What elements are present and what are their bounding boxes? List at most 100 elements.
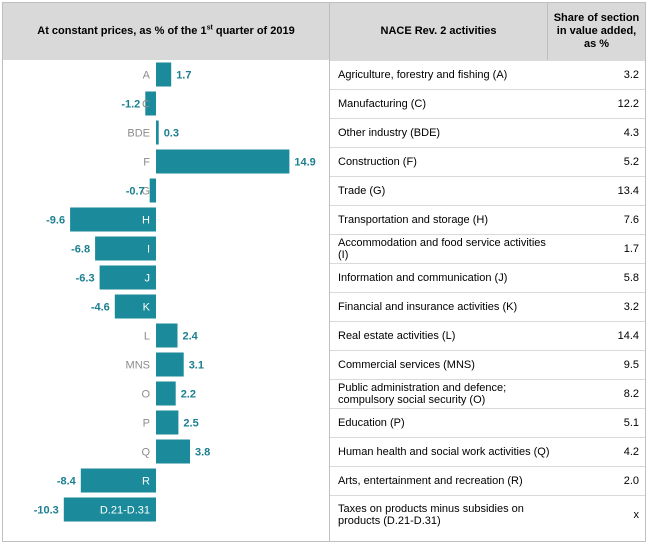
bar-F xyxy=(156,149,290,174)
activity-label: Real estate activities (L) xyxy=(338,330,456,342)
category-label: O xyxy=(141,389,150,401)
value-label: 14.9 xyxy=(294,157,315,169)
table-row: Construction (F) 5.2 xyxy=(330,147,645,176)
activity-label: Construction (F) xyxy=(338,156,417,168)
bar-P xyxy=(156,410,179,435)
header-title-suffix: quarter of 2019 xyxy=(212,25,295,37)
share-value: 2.0 xyxy=(623,475,639,487)
share-value: 8.2 xyxy=(623,388,639,400)
category-label: K xyxy=(143,302,151,314)
value-label: -10.3 xyxy=(34,505,59,517)
bar-L xyxy=(156,323,178,348)
bar-D.21-D.31 xyxy=(63,497,156,522)
activity-label: Public administration and defence; compu… xyxy=(338,382,507,406)
category-label: F xyxy=(143,157,150,169)
activity-label: Arts, entertainment and recreation (R) xyxy=(338,475,523,487)
category-label: J xyxy=(145,273,151,285)
share-value: 9.5 xyxy=(623,359,639,371)
activity-label: Trade (G) xyxy=(338,185,386,197)
header-chart-title: At constant prices, as % of the 1st quar… xyxy=(3,3,330,60)
share-value: x xyxy=(633,509,640,521)
bar-H xyxy=(70,207,156,232)
activity-label: Accommodation and food service activitie… xyxy=(338,237,546,261)
value-label: 0.3 xyxy=(164,128,179,140)
value-label: 1.7 xyxy=(176,70,191,82)
value-label: 2.2 xyxy=(181,389,196,401)
bar-J xyxy=(99,265,156,290)
table-row: Agriculture, forestry and fishing (A) 3.2 xyxy=(330,60,645,89)
table-row: Other industry (BDE) 4.3 xyxy=(330,118,645,147)
activity-label: Financial and insurance activities (K) xyxy=(338,301,518,313)
activity-label: Education (P) xyxy=(338,417,405,429)
bar-BDE xyxy=(156,120,159,145)
value-label: -8.4 xyxy=(57,476,77,488)
table-row: Public administration and defence; compu… xyxy=(330,379,645,408)
activity-label: Taxes on products minus subsidies on pro… xyxy=(338,503,524,527)
table-row: Manufacturing (C) 12.2 xyxy=(330,89,645,118)
value-label: 2.4 xyxy=(183,331,199,343)
table-row: Accommodation and food service activitie… xyxy=(330,234,645,263)
table-row: Financial and insurance activities (K) 3.… xyxy=(330,292,645,321)
category-label: I xyxy=(147,244,150,256)
table-row: Real estate activities (L) 14.4 xyxy=(330,321,645,350)
category-label: MNS xyxy=(126,360,150,372)
header-activities: NACE Rev. 2 activities xyxy=(330,3,548,60)
category-label: Q xyxy=(141,447,150,459)
bar-I xyxy=(95,236,156,261)
activity-label: Commercial services (MNS) xyxy=(338,359,475,371)
share-value: 13.4 xyxy=(617,185,639,197)
table-row: Taxes on products minus subsidies on pro… xyxy=(330,495,645,534)
chart-pane: A 1.7 C -1.2 BDE 0.3 F 14.9 G -0.7 H -9.6 I -6.8 J -6.3… xyxy=(3,60,330,542)
table-row: Education (P) 5.1 xyxy=(330,408,645,437)
share-value: 4.2 xyxy=(623,446,639,458)
bar-K xyxy=(114,294,156,319)
bar-Q xyxy=(156,439,190,464)
table-row: Commercial services (MNS) 9.5 xyxy=(330,350,645,379)
category-label: R xyxy=(142,476,150,488)
header-activities-label: NACE Rev. 2 activities xyxy=(380,25,497,37)
value-label: -6.3 xyxy=(76,273,95,285)
value-label: -1.2 xyxy=(121,99,140,111)
share-value: 3.2 xyxy=(623,69,639,81)
value-label: 3.8 xyxy=(195,447,210,459)
bar-R xyxy=(80,468,156,493)
bar-C xyxy=(145,91,156,116)
table-row: Human health and social work activities … xyxy=(330,437,645,466)
share-value: 5.1 xyxy=(623,417,639,429)
table-row: Information and communication (J) 5.8 xyxy=(330,263,645,292)
table-row: Arts, entertainment and recreation (R) 2.… xyxy=(330,466,645,495)
category-label: D.21-D.31 xyxy=(100,505,150,517)
value-label: -4.6 xyxy=(91,302,110,314)
bar-MNS xyxy=(156,352,184,377)
value-label: 2.5 xyxy=(183,418,198,430)
header-title-prefix: At constant prices, as % of the 1 xyxy=(37,25,207,37)
activity-label: Transportation and storage (H) xyxy=(338,214,488,226)
category-label: H xyxy=(142,215,150,227)
activity-label: Other industry (BDE) xyxy=(338,127,441,139)
share-value: 14.4 xyxy=(617,330,639,342)
category-label: L xyxy=(144,331,150,343)
header-share-label: Share of section in value added, as % xyxy=(553,12,640,50)
category-label: BDE xyxy=(127,128,150,140)
activity-label: Agriculture, forestry and fishing (A) xyxy=(338,69,508,81)
table-row: Transportation and storage (H) 7.6 xyxy=(330,205,645,234)
share-value: 7.6 xyxy=(623,214,639,226)
activity-label: Information and communication (J) xyxy=(338,272,508,284)
category-label: G xyxy=(141,186,150,198)
value-label: -0.7 xyxy=(126,186,145,198)
bar-chart: A 1.7 C-1.2 BDE 0.3 F 14.9 G-0.7 H -9.6 I -6.8 J -6.3… xyxy=(34,62,316,522)
share-value: 4.3 xyxy=(623,127,639,139)
value-label: -6.8 xyxy=(71,244,90,256)
share-value: 5.8 xyxy=(623,272,639,284)
category-label: C xyxy=(142,99,150,111)
category-label: P xyxy=(143,418,150,430)
activity-label: Human health and social work activities … xyxy=(338,446,550,458)
figure-frame: At constant prices, as % of the 1st quar… xyxy=(2,2,646,542)
bar-A xyxy=(156,62,172,87)
header-title-sup: st xyxy=(206,24,213,32)
bar-O xyxy=(156,381,176,406)
value-label: 3.1 xyxy=(189,360,204,372)
value-label: -9.6 xyxy=(46,215,65,227)
activity-label: Manufacturing (C) xyxy=(338,98,427,110)
bar-G xyxy=(149,178,156,203)
